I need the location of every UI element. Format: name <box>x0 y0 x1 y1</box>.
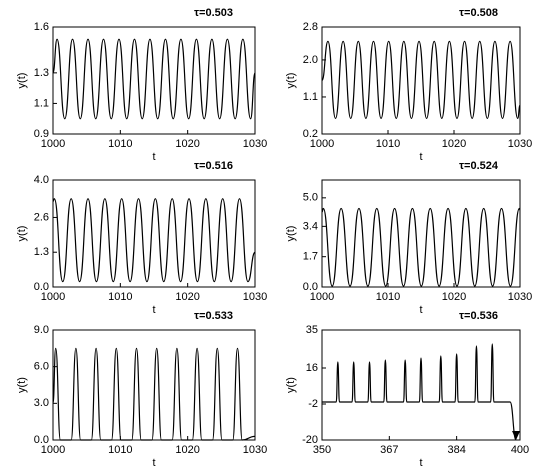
chart-title: τ=0.536 <box>459 310 498 322</box>
data-line <box>322 343 517 441</box>
y-axis-label: y(t) <box>16 226 28 242</box>
x-axis-label: t <box>419 457 422 469</box>
y-tick-label: 6.0 <box>34 361 49 373</box>
y-tick-label: 1.1 <box>303 91 318 103</box>
data-line <box>53 198 255 283</box>
y-tick-label: 1.1 <box>34 97 49 109</box>
x-tick-label: 1010 <box>108 138 132 150</box>
y-tick-label: 0.0 <box>34 281 49 293</box>
axes-box <box>321 329 521 441</box>
x-tick-label: 400 <box>511 444 529 456</box>
data-line <box>322 40 520 119</box>
chart-title: τ=0.503 <box>194 7 233 19</box>
x-tick-label: 1030 <box>243 291 267 303</box>
y-tick-label: 3.4 <box>303 220 318 232</box>
chart-title: τ=0.524 <box>459 160 499 172</box>
x-tick-label: 1000 <box>41 444 65 456</box>
x-tick-label: 1000 <box>41 291 65 303</box>
x-axis-label: t <box>419 151 422 163</box>
plot-area <box>322 207 520 287</box>
x-tick-label: 367 <box>380 444 398 456</box>
x-axis-label: t <box>152 304 155 316</box>
y-tick-label: 1.3 <box>34 67 49 79</box>
y-tick-label: 3.0 <box>34 397 49 409</box>
plot-area <box>53 38 255 120</box>
y-tick-label: 2.6 <box>34 211 49 223</box>
y-tick-label: 4.0 <box>34 174 49 186</box>
data-line <box>53 347 255 441</box>
y-axis-label: y(t) <box>285 226 297 242</box>
x-tick-label: 1020 <box>175 444 199 456</box>
x-tick-label: 1000 <box>310 291 334 303</box>
x-tick-label: 1010 <box>376 291 400 303</box>
x-tick-label: 350 <box>313 444 331 456</box>
y-tick-label: 2.0 <box>303 54 318 66</box>
y-tick-label: 0.9 <box>34 128 49 140</box>
x-tick-label: 1010 <box>376 138 400 150</box>
chart-title: τ=0.516 <box>194 160 233 172</box>
chart-title: τ=0.508 <box>459 7 498 19</box>
y-tick-label: 1.7 <box>303 251 318 263</box>
x-tick-label: 1010 <box>108 291 132 303</box>
x-tick-label: 1030 <box>243 444 267 456</box>
y-tick-label: -2 <box>308 398 318 410</box>
axes-box <box>52 179 256 288</box>
data-line <box>322 207 520 287</box>
y-tick-label: 9.0 <box>34 324 49 336</box>
y-axis-label: y(t) <box>285 377 297 393</box>
x-tick-label: 1020 <box>175 291 199 303</box>
y-axis-label: y(t) <box>16 377 28 393</box>
x-tick-label: 384 <box>447 444 465 456</box>
x-tick-label: 1010 <box>108 444 132 456</box>
plot-area <box>322 40 520 119</box>
y-tick-label: -20 <box>302 434 318 446</box>
y-tick-label: 35 <box>306 324 318 336</box>
x-tick-label: 1000 <box>310 138 334 150</box>
y-tick-label: 0.0 <box>34 434 49 446</box>
x-axis-label: t <box>152 457 155 469</box>
x-tick-label: 1020 <box>442 291 466 303</box>
plot-area <box>53 347 255 441</box>
y-tick-label: 16 <box>306 362 318 374</box>
x-tick-label: 1030 <box>508 291 532 303</box>
x-tick-label: 1000 <box>41 138 65 150</box>
axes-box <box>52 329 256 441</box>
data-line <box>53 38 255 120</box>
y-axis-label: y(t) <box>16 73 28 89</box>
y-tick-label: 1.6 <box>34 21 49 33</box>
x-tick-label: 1020 <box>442 138 466 150</box>
y-tick-label: 1.3 <box>34 246 49 258</box>
arrow-head <box>512 431 520 440</box>
axes-box <box>52 26 256 135</box>
y-tick-label: 2.8 <box>303 21 318 33</box>
x-tick-label: 1030 <box>243 138 267 150</box>
y-tick-label: 5.0 <box>303 192 318 204</box>
y-tick-label: 0.0 <box>303 281 318 293</box>
x-tick-label: 1030 <box>508 138 532 150</box>
x-axis-label: t <box>419 304 422 316</box>
y-tick-label: 0.2 <box>303 128 318 140</box>
plot-area <box>53 198 255 283</box>
plot-area <box>322 343 520 441</box>
y-axis-label: y(t) <box>285 73 297 89</box>
x-axis-label: t <box>152 151 155 163</box>
axes-box <box>321 26 521 135</box>
axes-box <box>321 179 521 288</box>
x-tick-label: 1020 <box>175 138 199 150</box>
chart-title: τ=0.533 <box>194 310 233 322</box>
